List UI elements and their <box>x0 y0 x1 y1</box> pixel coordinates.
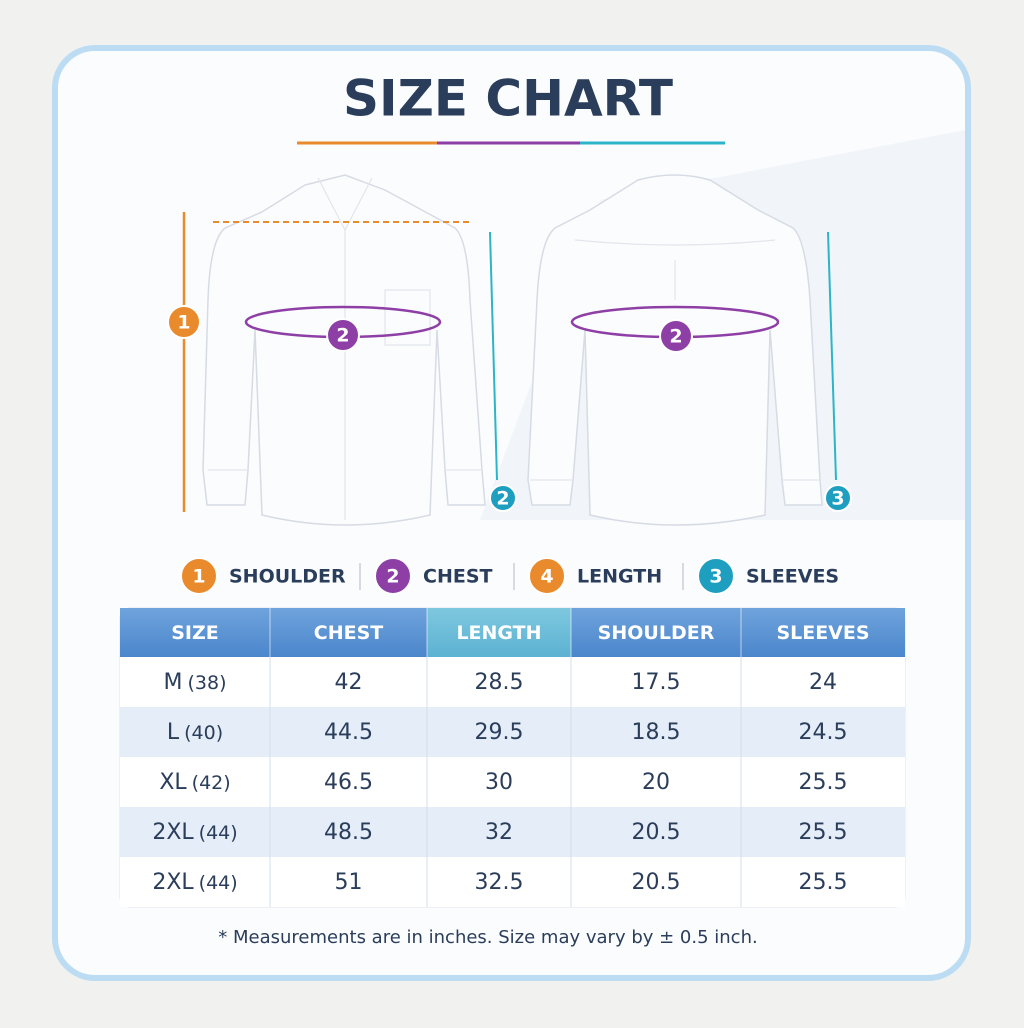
table-row <box>120 757 905 807</box>
value-cell: 20 <box>642 770 670 795</box>
value-cell: 30 <box>485 770 513 795</box>
value-cell: 29.5 <box>475 720 524 745</box>
marker-number: 2 <box>386 566 399 588</box>
marker-number: 1 <box>192 566 205 588</box>
size-note: (38) <box>187 672 226 694</box>
marker-number: 3 <box>831 488 844 510</box>
sleeve-line <box>827 231 837 481</box>
marker-circle <box>489 484 517 512</box>
legend-label: LENGTH <box>577 566 662 588</box>
value-cell: 25.5 <box>799 820 848 845</box>
legend: 1 SHOULDER 2 CHEST 4 LENGTH 3 SLEEVES <box>180 557 839 595</box>
size-note: (44) <box>199 822 238 844</box>
sleeve-line <box>489 231 498 481</box>
value-cell: 42 <box>335 670 363 695</box>
value-cell: 25.5 <box>799 770 848 795</box>
value-cell: 17.5 <box>632 670 681 695</box>
marker-number: 2 <box>336 325 349 347</box>
size-cell: XL (42) <box>159 770 230 795</box>
value-cell: 48.5 <box>324 820 373 845</box>
value-cell: 46.5 <box>324 770 373 795</box>
markers: 1 2 2 2 3 <box>167 305 852 512</box>
size-label: M <box>164 670 183 695</box>
table-row <box>120 857 905 907</box>
header-text: SHOULDER <box>598 622 715 644</box>
marker-circle <box>180 557 218 595</box>
value-cell: 25.5 <box>799 870 848 895</box>
marker-circle <box>167 305 201 339</box>
header-text: SLEEVES <box>776 622 869 644</box>
size-cell: 2XL (44) <box>152 820 237 845</box>
marker-number: 2 <box>669 326 682 348</box>
marker-number: 4 <box>540 566 553 588</box>
header-cell <box>571 608 741 657</box>
value-cell: 20.5 <box>632 820 681 845</box>
marker-number: 3 <box>709 566 722 588</box>
size-label: 2XL <box>152 870 194 895</box>
value-cell: 18.5 <box>632 720 681 745</box>
table-row <box>120 707 905 757</box>
marker-number: 2 <box>496 488 509 510</box>
size-note: (42) <box>192 772 231 794</box>
legend-label: SLEEVES <box>746 566 839 588</box>
title: SIZE CHART <box>343 70 673 128</box>
marker-circle <box>326 318 360 352</box>
value-cell: 24 <box>809 670 837 695</box>
header-cell <box>270 608 427 657</box>
table-row <box>120 657 905 707</box>
marker-number: 1 <box>177 312 190 334</box>
table-row <box>120 807 905 857</box>
footnote: * Measurements are in inches. Size may v… <box>218 927 757 948</box>
legend-label: CHEST <box>423 566 493 588</box>
header-text: CHEST <box>314 622 384 644</box>
value-cell: 44.5 <box>324 720 373 745</box>
size-note: (44) <box>199 872 238 894</box>
size-note: (40) <box>184 722 223 744</box>
table: SIZE CHEST LENGTH SHOULDER SLEEVES M (38) 42 28.… <box>119 607 906 908</box>
header-cell <box>120 608 270 657</box>
value-cell: 32.5 <box>475 870 524 895</box>
value-cell: 20.5 <box>632 870 681 895</box>
header-cell <box>741 608 905 657</box>
size-cell: L (40) <box>167 720 223 745</box>
marker-circle <box>659 319 693 353</box>
size-cell: M (38) <box>164 670 227 695</box>
header-cell <box>427 608 571 657</box>
size-label: 2XL <box>152 820 194 845</box>
header-text: SIZE <box>171 622 219 644</box>
marker-circle <box>374 557 412 595</box>
value-cell: 24.5 <box>799 720 848 745</box>
value-cell: 28.5 <box>475 670 524 695</box>
legend-label: SHOULDER <box>229 566 346 588</box>
size-cell: 2XL (44) <box>152 870 237 895</box>
marker-circle <box>824 484 852 512</box>
marker-circle <box>697 557 735 595</box>
header-text: LENGTH <box>456 622 541 644</box>
value-cell: 32 <box>485 820 513 845</box>
value-cell: 51 <box>335 870 363 895</box>
size-label: L <box>167 720 180 745</box>
size-label: XL <box>159 770 187 795</box>
marker-circle <box>528 557 566 595</box>
